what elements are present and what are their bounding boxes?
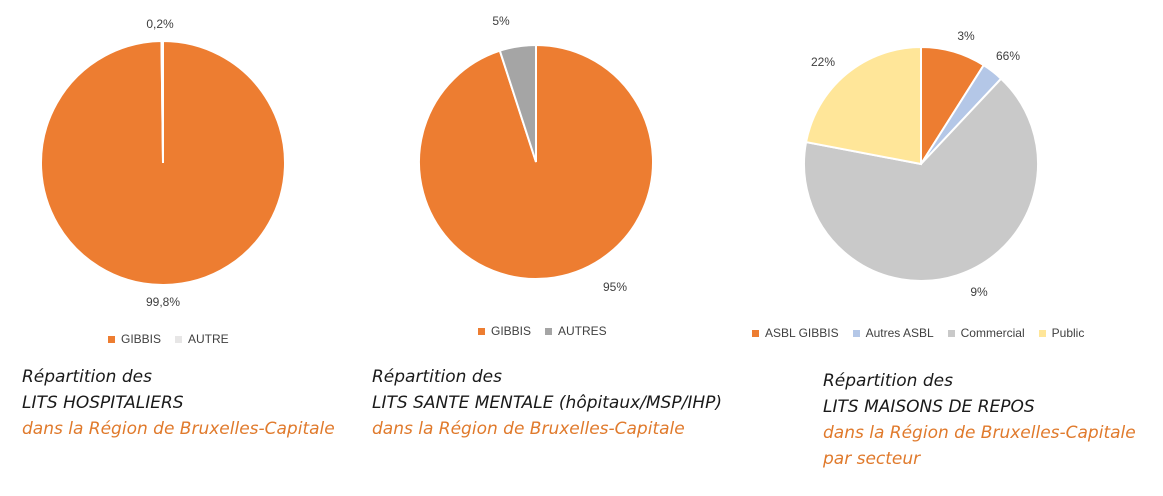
data-label-commercial: 66% <box>996 49 1020 63</box>
legend-item-commercial: Commercial <box>947 326 1025 340</box>
pie-slice-autre <box>160 39 164 164</box>
caption-line-1: Répartition des <box>372 367 502 387</box>
data-label-gibbis: 99,8% <box>146 295 180 309</box>
caption-line-4: par secteur <box>823 449 921 469</box>
pie-slice-public <box>804 45 922 166</box>
legend-maisons-de-repos: ASBL GIBBIS Autres ASBL Commercial Public <box>752 326 1084 340</box>
legend-label: Public <box>1051 326 1085 340</box>
caption-line-3: dans la Région de Bruxelles-Capitale <box>823 423 1136 443</box>
legend-swatch <box>175 335 183 343</box>
legend-label: AUTRES <box>558 324 607 338</box>
data-label-autres: 5% <box>492 14 510 28</box>
data-label-gibbis: 95% <box>603 280 627 294</box>
legend-item-public: Public <box>1038 326 1085 340</box>
legend-label: AUTRE <box>188 332 229 346</box>
legend-label: GIBBIS <box>121 332 162 346</box>
legend-item-asbl-gibbis: ASBL GIBBIS <box>752 326 839 340</box>
pie-chart-hospitaliers: 99,8% 0,2% <box>40 17 286 309</box>
data-label-autre: 0,2% <box>146 17 174 31</box>
legend-swatch <box>752 329 759 337</box>
caption-line-2: LITS HOSPITALIERS <box>22 393 184 413</box>
caption-line-3: dans la Région de Bruxelles-Capitale <box>372 419 685 439</box>
legend-sante-mentale: GIBBIS AUTRES <box>478 324 607 338</box>
caption-line-1: Répartition des <box>22 367 152 387</box>
pie-slice-commercial <box>803 77 1039 282</box>
legend-swatch <box>947 329 955 337</box>
data-label-public: 22% <box>811 55 835 69</box>
legend-label: ASBL GIBBIS <box>765 326 839 340</box>
legend-item-gibbis: GIBBIS <box>478 324 531 338</box>
legend-item-gibbis: GIBBIS <box>108 332 161 346</box>
legend-item-autres: AUTRES <box>545 324 607 338</box>
caption-hospitaliers: Répartition des LITS HOSPITALIERS dans l… <box>22 364 335 442</box>
legend-swatch <box>852 329 860 337</box>
legend-hospitaliers: GIBBIS AUTRE <box>108 332 229 346</box>
pie-chart-sante-mentale: 95% 5% <box>418 14 654 294</box>
caption-line-2: LITS SANTE MENTALE (hôpitaux/MSP/IHP) <box>372 393 723 413</box>
legend-label: Commercial <box>960 326 1025 340</box>
caption-line-1: Répartition des <box>823 371 953 391</box>
legend-swatch <box>108 335 115 343</box>
legend-item-autres-asbl: Autres ASBL <box>852 326 934 340</box>
data-label-autres-asbl: 3% <box>957 29 975 43</box>
legend-label: GIBBIS <box>491 324 532 338</box>
caption-sante-mentale: Répartition des LITS SANTE MENTALE (hôpi… <box>372 364 722 442</box>
pie-slice-autres <box>498 43 537 163</box>
caption-line-3: dans la Région de Bruxelles-Capitale <box>22 419 335 439</box>
legend-label: Autres ASBL <box>865 326 934 340</box>
legend-item-autre: AUTRE <box>175 332 229 346</box>
data-label-asbl-gibbis: 9% <box>970 285 988 299</box>
caption-maisons-de-repos: Répartition des LITS MAISONS DE REPOS da… <box>823 368 1136 472</box>
legend-swatch <box>478 327 485 335</box>
pie-chart-maisons-de-repos: 9% 3% 66% 22% <box>803 29 1039 299</box>
legend-swatch <box>1038 329 1046 337</box>
legend-swatch <box>545 327 553 335</box>
caption-line-2: LITS MAISONS DE REPOS <box>823 397 1035 417</box>
